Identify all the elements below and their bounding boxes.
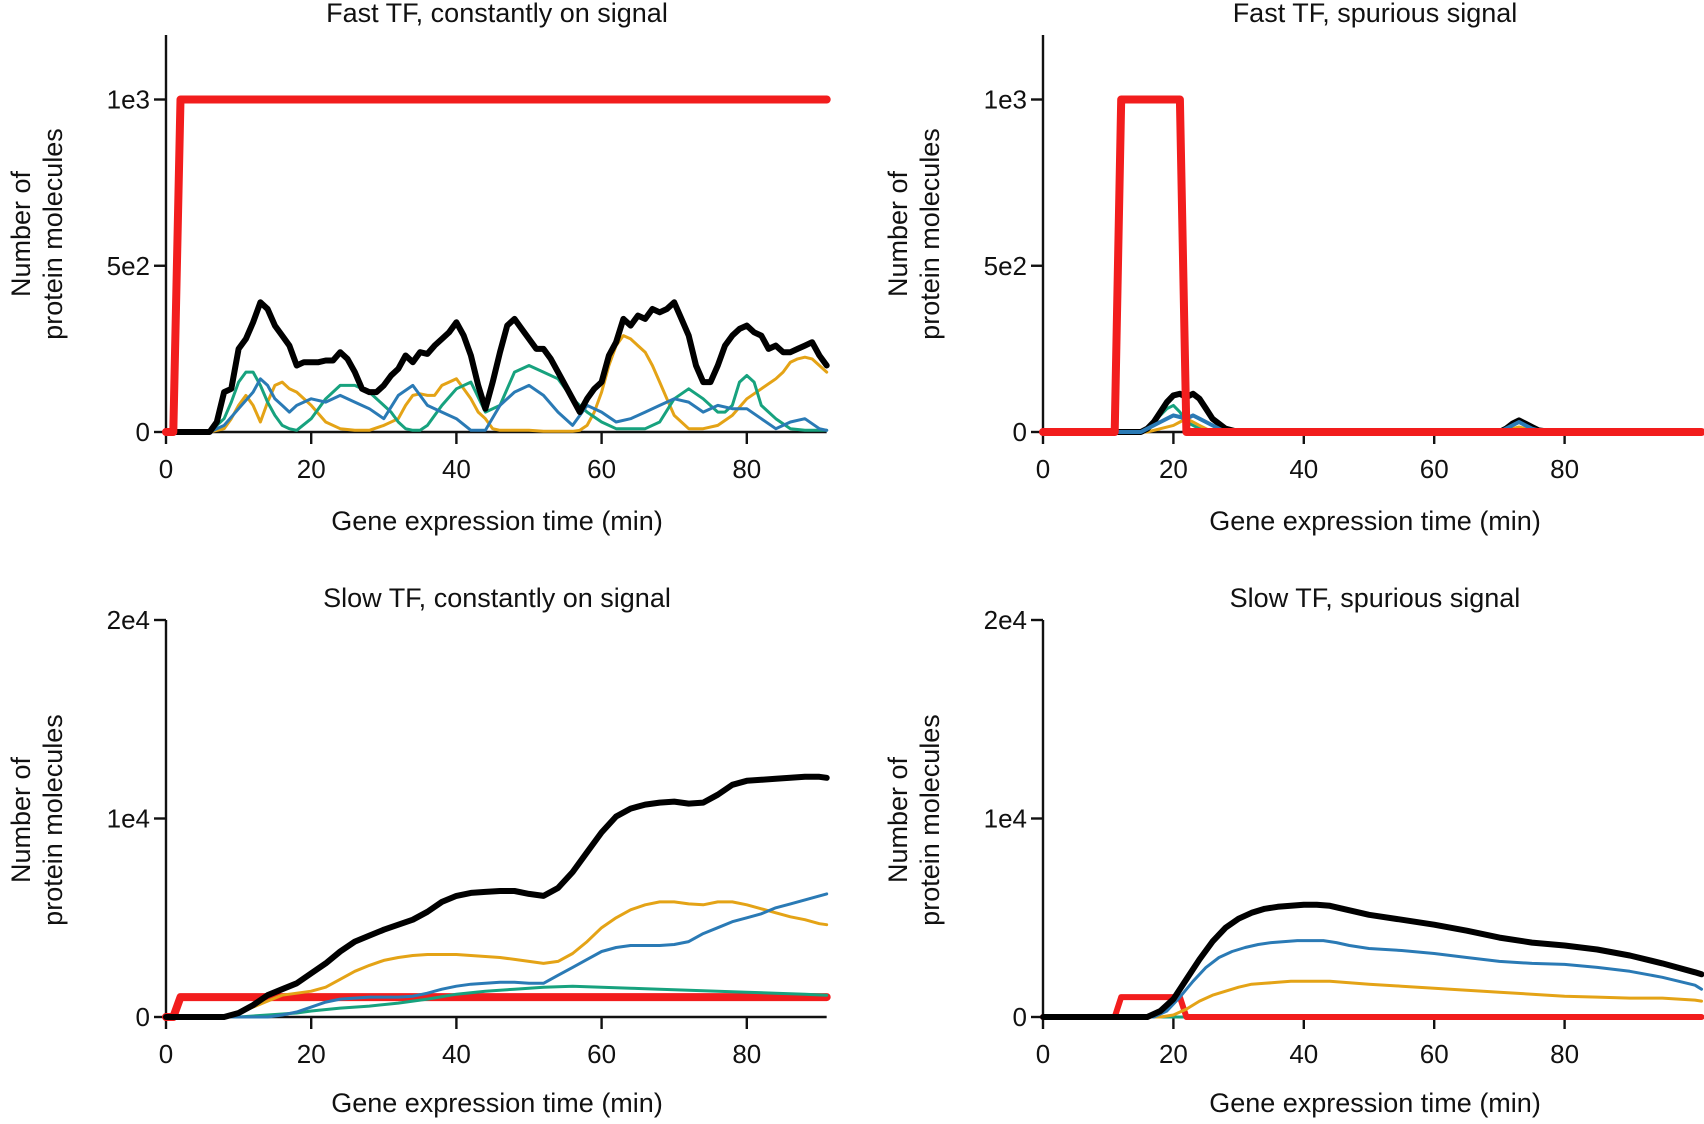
x-tick-label: 0 — [1036, 454, 1050, 484]
y-tick-label: 5e2 — [984, 251, 1027, 281]
series-line-orange — [164, 334, 829, 434]
x-axis-label: Gene expression time (min) — [1209, 1088, 1541, 1118]
series-line-total — [163, 773, 830, 1020]
y-tick-label: 5e2 — [107, 251, 150, 281]
panel-title: Fast TF, spurious signal — [1233, 0, 1518, 28]
x-tick-label: 60 — [587, 454, 616, 484]
y-tick-label: 1e3 — [984, 85, 1027, 115]
y-tick-label: 2e4 — [107, 605, 150, 635]
x-tick-label: 60 — [1420, 1039, 1449, 1069]
y-tick-label: 0 — [136, 1002, 150, 1032]
x-axis-label: Gene expression time (min) — [331, 1088, 663, 1118]
x-tick-label: 40 — [442, 454, 471, 484]
y-axis-label: Number ofprotein molecules — [883, 128, 945, 340]
y-tick-label: 2e4 — [984, 605, 1027, 635]
x-tick-label: 20 — [297, 454, 326, 484]
x-tick-label: 80 — [1550, 1039, 1579, 1069]
x-axis-label: Gene expression time (min) — [331, 506, 663, 536]
series-line-blue — [164, 377, 829, 434]
y-axis-label: Number ofprotein molecules — [6, 128, 68, 340]
x-tick-label: 0 — [159, 454, 173, 484]
y-tick-label: 0 — [136, 417, 150, 447]
x-tick-label: 40 — [1289, 1039, 1318, 1069]
panel-title: Slow TF, constantly on signal — [323, 583, 671, 613]
x-tick-label: 40 — [442, 1039, 471, 1069]
panel-3: Slow TF, constantly on signal 0 1e4 2e4 0 20 4… — [6, 583, 831, 1118]
x-tick-label: 20 — [1159, 1039, 1188, 1069]
y-tick-label: 1e4 — [107, 804, 150, 834]
panel-4: Slow TF, spurious signal 0 1e4 2e4 0 20 40 60 80… — [883, 583, 1704, 1118]
series-line-orange — [1041, 979, 1703, 1019]
series-line-total — [1040, 901, 1704, 1020]
x-tick-label: 0 — [159, 1039, 173, 1069]
y-tick-label: 1e3 — [107, 85, 150, 115]
series-line-blue — [1041, 939, 1703, 1019]
panel-title: Slow TF, spurious signal — [1230, 583, 1521, 613]
x-tick-label: 40 — [1289, 454, 1318, 484]
series-line-total — [163, 299, 830, 435]
series-line-blue — [1041, 413, 1704, 434]
y-axis-label: Number ofprotein molecules — [883, 714, 945, 926]
panel-1: Fast TF, constantly on signal 0 5e2 1e3 0 20 4… — [6, 0, 831, 536]
panel-2: Fast TF, spurious signal 0 5e2 1e3 0 20 40 60 80… — [883, 0, 1704, 536]
y-axis-label: Number ofprotein molecules — [6, 714, 68, 926]
x-tick-label: 80 — [732, 1039, 761, 1069]
x-tick-label: 80 — [732, 454, 761, 484]
series-line-total — [1040, 390, 1704, 435]
series-line-orange — [164, 900, 829, 1019]
panel-title: Fast TF, constantly on signal — [326, 0, 668, 28]
series-line-signal — [162, 95, 831, 436]
series-line-signal — [1039, 95, 1704, 436]
x-tick-label: 60 — [587, 1039, 616, 1069]
y-tick-label: 0 — [1013, 417, 1027, 447]
x-axis-label: Gene expression time (min) — [1209, 506, 1541, 536]
series-line-green — [164, 364, 829, 434]
x-tick-label: 0 — [1036, 1039, 1050, 1069]
y-tick-label: 1e4 — [984, 804, 1027, 834]
series-line-green — [164, 984, 829, 1019]
series-line-blue — [164, 892, 829, 1019]
x-tick-label: 80 — [1550, 454, 1579, 484]
x-tick-label: 20 — [297, 1039, 326, 1069]
y-tick-label: 0 — [1013, 1002, 1027, 1032]
x-tick-label: 20 — [1159, 454, 1188, 484]
x-tick-label: 60 — [1420, 454, 1449, 484]
